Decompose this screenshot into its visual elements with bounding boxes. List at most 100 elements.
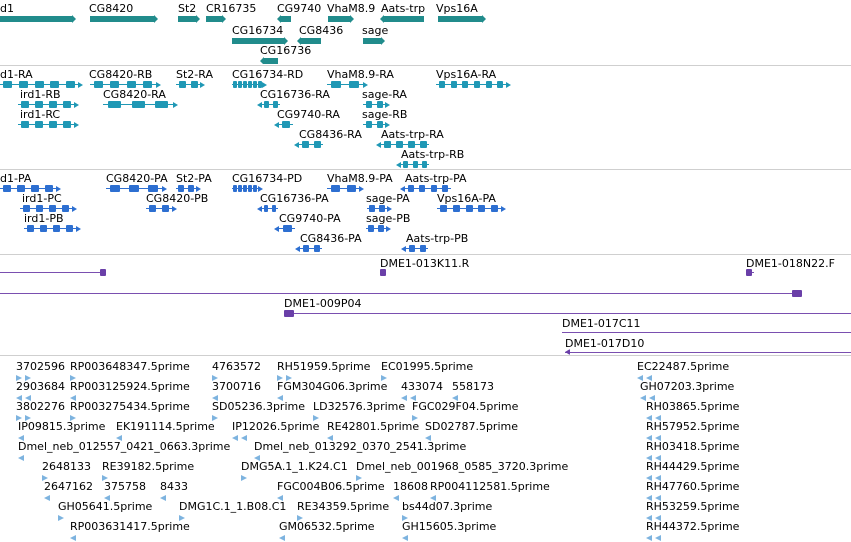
est-label[interactable]: Dmel_neb_013292_0370_2541.3prime (254, 440, 467, 453)
rna-label[interactable]: CG8420-RB (89, 68, 153, 81)
est-feature[interactable] (70, 375, 79, 381)
clone-label[interactable]: DME1-017C11 (562, 317, 641, 330)
est-label[interactable]: FGC029F04.5prime (412, 400, 519, 413)
transcript-feature[interactable] (376, 141, 429, 148)
rna-label[interactable]: d1-RA (0, 68, 33, 81)
transcript-feature[interactable] (396, 161, 429, 168)
gene-label-vps16a[interactable]: Vps16A (436, 2, 478, 15)
clone-feature[interactable] (0, 269, 106, 276)
rna-label[interactable]: Aats-trp-RB (401, 148, 465, 161)
est-label[interactable]: DMG5A.1_1.K24.C1 (241, 460, 348, 473)
est-feature[interactable] (232, 435, 250, 441)
gene-label-cg16736[interactable]: CG16736 (260, 44, 312, 57)
est-label[interactable]: 2647162 (44, 480, 93, 493)
est-feature[interactable] (16, 395, 34, 401)
clone-feature[interactable] (0, 290, 802, 297)
gene-label-cr16735[interactable]: CR16735 (206, 2, 257, 15)
est-label[interactable]: 18608 (393, 480, 428, 493)
transcript-feature[interactable] (363, 121, 390, 128)
est-feature[interactable] (640, 395, 658, 401)
transcript-feature[interactable] (257, 101, 280, 108)
protein-feature[interactable] (400, 185, 451, 192)
est-label[interactable]: GH15605.3prime (402, 520, 497, 533)
est-feature[interactable] (393, 495, 402, 501)
est-label[interactable]: RP003631417.5prime (70, 520, 190, 533)
est-feature[interactable] (212, 375, 221, 381)
gene-feature-cg16736[interactable] (260, 57, 278, 64)
rna-label[interactable]: Aats-trp-RA (381, 128, 444, 141)
gene-label-st2[interactable]: St2 (178, 2, 197, 15)
est-feature[interactable] (104, 495, 113, 501)
est-feature[interactable] (646, 415, 664, 421)
transcript-feature[interactable] (176, 81, 205, 88)
clone-feature[interactable] (746, 269, 754, 276)
gene-label-vham89[interactable]: VhaM8.9 (327, 2, 376, 15)
est-feature[interactable] (430, 495, 439, 501)
protein-feature[interactable] (0, 185, 61, 192)
protein-label[interactable]: VhaM8.9-PA (327, 172, 393, 185)
est-label[interactable]: 3802276 (16, 400, 65, 413)
protein-feature[interactable] (437, 205, 506, 212)
transcript-feature[interactable] (0, 81, 83, 88)
est-label[interactable]: RP003648347.5prime (70, 360, 190, 373)
rna-label[interactable]: ird1-RC (20, 108, 61, 121)
gene-label-cg16734[interactable]: CG16734 (232, 24, 284, 37)
est-feature[interactable] (70, 395, 79, 401)
est-label[interactable]: SD05236.3prime (212, 400, 305, 413)
clone-feature[interactable] (284, 310, 851, 317)
est-feature[interactable] (160, 495, 169, 501)
transcript-feature[interactable] (232, 81, 267, 88)
est-label[interactable]: RH44429.5prime (646, 460, 740, 473)
est-label[interactable]: 4763572 (212, 360, 261, 373)
protein-feature[interactable] (176, 185, 201, 192)
est-label[interactable]: 375758 (104, 480, 146, 493)
est-label[interactable]: IP09815.3prime (18, 420, 106, 433)
clone-feature[interactable] (380, 269, 386, 276)
est-label[interactable]: LD32576.3prime (313, 400, 406, 413)
est-feature[interactable] (381, 375, 390, 381)
rna-label[interactable]: Vps16A-RA (436, 68, 497, 81)
gene-feature-cg8420[interactable] (90, 15, 158, 23)
est-feature[interactable] (179, 515, 188, 521)
est-label[interactable]: IP12026.5prime (232, 420, 320, 433)
est-feature[interactable] (646, 515, 664, 521)
protein-feature[interactable] (232, 185, 263, 192)
rna-label[interactable]: VhaM8.9-RA (327, 68, 394, 81)
transcript-feature[interactable] (103, 101, 178, 108)
est-label[interactable]: GM06532.5prime (279, 520, 375, 533)
transcript-feature[interactable] (327, 81, 368, 88)
gene-label-sage[interactable]: sage (362, 24, 389, 37)
rna-label[interactable]: St2-RA (176, 68, 213, 81)
protein-label[interactable]: CG8420-PA (106, 172, 168, 185)
est-feature[interactable] (70, 415, 79, 421)
est-label[interactable]: RH53259.5prime (646, 500, 740, 513)
gene-feature-aats-trp[interactable] (380, 15, 424, 23)
rna-label[interactable]: sage-RB (362, 108, 408, 121)
est-label[interactable]: EC01995.5prime (381, 360, 474, 373)
protein-feature[interactable] (366, 225, 391, 232)
est-feature[interactable] (452, 395, 461, 401)
protein-feature[interactable] (20, 205, 77, 212)
protein-label[interactable]: d1-PA (0, 172, 32, 185)
est-feature[interactable] (402, 515, 411, 521)
gene-feature-vham89[interactable] (328, 15, 354, 23)
protein-feature[interactable] (274, 225, 295, 232)
est-label[interactable]: RH57952.5prime (646, 420, 740, 433)
clone-label[interactable]: DME1-018N22.F (746, 257, 835, 270)
est-label[interactable]: Dmel_neb_012557_0421_0663.3prime (18, 440, 231, 453)
est-feature[interactable] (646, 495, 664, 501)
gene-feature-cg16734[interactable] (232, 37, 288, 45)
est-feature[interactable] (16, 415, 34, 421)
transcript-feature[interactable] (294, 141, 323, 148)
est-label[interactable]: 433074 (401, 380, 443, 393)
gene-label-aats-trp[interactable]: Aats-trp (381, 2, 426, 15)
gene-label-cg9740[interactable]: CG9740 (277, 2, 322, 15)
est-label[interactable]: RH47760.5prime (646, 480, 740, 493)
est-feature[interactable] (646, 435, 664, 441)
est-feature[interactable] (646, 535, 664, 541)
protein-label[interactable]: St2-PA (176, 172, 212, 185)
transcript-feature[interactable] (436, 81, 511, 88)
est-feature[interactable] (241, 475, 250, 481)
protein-label[interactable]: CG8420-PB (146, 192, 209, 205)
est-feature[interactable] (313, 415, 322, 421)
